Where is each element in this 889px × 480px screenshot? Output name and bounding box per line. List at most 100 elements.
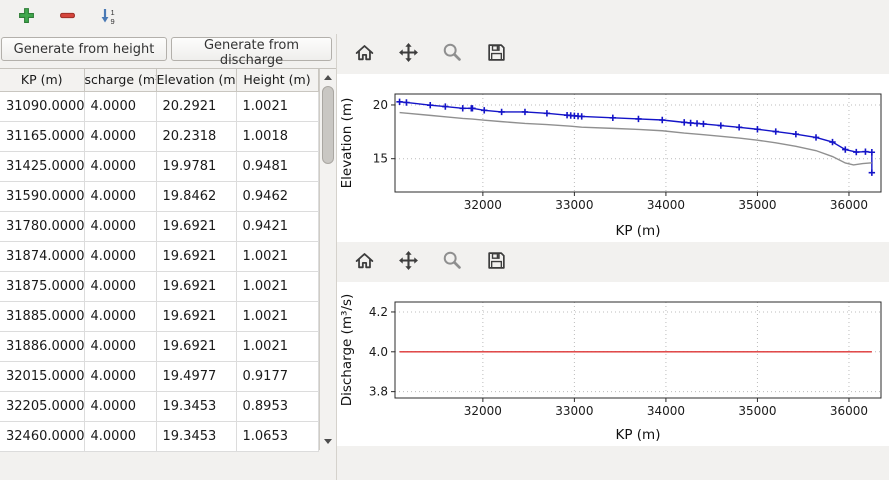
table-cell[interactable]: 19.6921 <box>156 301 237 332</box>
svg-text:KP (m): KP (m) <box>616 223 661 239</box>
table-cell[interactable]: 1.0021 <box>236 271 319 302</box>
table-cell[interactable]: 31886.0000 <box>0 331 85 362</box>
table-cell[interactable]: 1.0021 <box>236 331 319 362</box>
table-cell[interactable]: 4.0000 <box>84 151 157 182</box>
table-cell[interactable]: 4.0000 <box>84 361 157 392</box>
add-row-button[interactable] <box>14 5 38 29</box>
table-cell[interactable]: 0.8953 <box>236 391 319 422</box>
table-cell[interactable]: 4.0000 <box>84 121 157 152</box>
table-cell[interactable]: 1.0653 <box>236 421 319 452</box>
table-cell[interactable]: 19.9781 <box>156 151 237 182</box>
remove-row-button[interactable] <box>55 5 79 29</box>
table-cell[interactable]: 32015.0000 <box>0 361 85 392</box>
generate-buttons-row: Generate from height Generate from disch… <box>0 34 336 68</box>
svg-text:34000: 34000 <box>647 404 685 418</box>
save-icon <box>486 42 507 66</box>
table-cell[interactable]: 31590.0000 <box>0 181 85 212</box>
generate-from-height-button[interactable]: Generate from height <box>1 37 167 61</box>
table-cell[interactable]: 4.0000 <box>84 241 157 272</box>
table-cell[interactable]: 4.0000 <box>84 391 157 422</box>
plus-icon <box>18 7 35 27</box>
home-button[interactable] <box>351 41 377 67</box>
table-cell[interactable]: 0.9462 <box>236 181 319 212</box>
table-cell[interactable]: 19.6921 <box>156 331 237 362</box>
table-cell[interactable]: 4.0000 <box>84 301 157 332</box>
table-cell[interactable]: 4.0000 <box>84 91 157 122</box>
zoom-button[interactable] <box>439 41 465 67</box>
table-cell[interactable]: 19.6921 <box>156 211 237 242</box>
table-cell[interactable]: 1.0021 <box>236 301 319 332</box>
discharge-chart[interactable]: 32000 33000 34000 35000 36000 3.8 4.0 4.2 KP (m)… <box>337 282 889 446</box>
svg-text:33000: 33000 <box>555 404 593 418</box>
table-cell[interactable]: 31875.0000 <box>0 271 85 302</box>
table-row: 31590.0000 4.0000 19.8462 0.9462 <box>0 181 319 212</box>
pan-icon <box>398 42 419 66</box>
table-cell[interactable]: 1.0021 <box>236 241 319 272</box>
table-cell[interactable]: 19.6921 <box>156 241 237 272</box>
save-button[interactable] <box>483 41 509 67</box>
table-cell[interactable]: 0.9177 <box>236 361 319 392</box>
scrollbar-down-button[interactable] <box>320 434 336 449</box>
zoom-button[interactable] <box>439 249 465 275</box>
table-row: 31885.0000 4.0000 19.6921 1.0021 <box>0 301 319 332</box>
column-header-3[interactable]: Height (m) <box>236 69 319 92</box>
pan-button[interactable] <box>395 41 421 67</box>
table-cell[interactable]: 1.0021 <box>236 91 319 122</box>
svg-text:35000: 35000 <box>738 198 776 212</box>
home-icon <box>354 250 375 274</box>
column-header-1[interactable]: scharge (m³ <box>84 69 157 92</box>
table-cell[interactable]: 4.0000 <box>84 331 157 362</box>
table-cell[interactable]: 31874.0000 <box>0 241 85 272</box>
table-cell[interactable]: 32460.0000 <box>0 421 85 452</box>
svg-text:34000: 34000 <box>647 198 685 212</box>
table-cell[interactable]: 4.0000 <box>84 181 157 212</box>
table-cell[interactable]: 20.2921 <box>156 91 237 122</box>
sort-rows-button[interactable]: 1 9 <box>96 5 120 29</box>
generate-from-discharge-button[interactable]: Generate from discharge <box>171 37 332 68</box>
minus-icon <box>59 7 76 27</box>
column-header-2[interactable]: Elevation (m) <box>156 69 237 92</box>
table-cell[interactable]: 4.0000 <box>84 271 157 302</box>
table-cell[interactable]: 20.2318 <box>156 121 237 152</box>
table-cell[interactable]: 0.9481 <box>236 151 319 182</box>
svg-text:20: 20 <box>373 98 388 112</box>
svg-text:KP (m): KP (m) <box>616 427 661 443</box>
column-header-0[interactable]: KP (m) <box>0 69 85 92</box>
table-scrollbar[interactable] <box>319 69 336 450</box>
table-cell[interactable]: 19.3453 <box>156 421 237 452</box>
scrollbar-up-button[interactable] <box>320 70 336 85</box>
svg-text:35000: 35000 <box>738 404 776 418</box>
svg-text:Discharge (m³/s): Discharge (m³/s) <box>339 294 355 407</box>
table-row: 31875.0000 4.0000 19.6921 1.0021 <box>0 271 319 302</box>
svg-text:3.8: 3.8 <box>369 385 388 399</box>
pan-button[interactable] <box>395 249 421 275</box>
table-cell[interactable]: 31165.0000 <box>0 121 85 152</box>
table-row: 31090.0000 4.0000 20.2921 1.0021 <box>0 91 319 122</box>
save-button[interactable] <box>483 249 509 275</box>
table-cell[interactable]: 1.0018 <box>236 121 319 152</box>
table-cell[interactable]: 32205.0000 <box>0 391 85 422</box>
svg-text:Elevation (m): Elevation (m) <box>339 98 355 189</box>
table-cell[interactable]: 4.0000 <box>84 421 157 452</box>
svg-text:15: 15 <box>373 152 388 166</box>
table-cell[interactable]: 4.0000 <box>84 211 157 242</box>
table-cell[interactable]: 31885.0000 <box>0 301 85 332</box>
sort-numeric-icon: 1 9 <box>99 7 117 28</box>
table-cell[interactable]: 31425.0000 <box>0 151 85 182</box>
table-cell[interactable]: 31780.0000 <box>0 211 85 242</box>
table-cell[interactable]: 0.9421 <box>236 211 319 242</box>
table-row: 32460.0000 4.0000 19.3453 1.0653 <box>0 421 319 452</box>
table-cell[interactable]: 19.8462 <box>156 181 237 212</box>
table-cell[interactable]: 19.4977 <box>156 361 237 392</box>
home-button[interactable] <box>351 249 377 275</box>
table-cell[interactable]: 19.3453 <box>156 391 237 422</box>
svg-text:36000: 36000 <box>830 198 868 212</box>
scrollbar-thumb[interactable] <box>322 86 334 164</box>
table-row: 31165.0000 4.0000 20.2318 1.0018 <box>0 121 319 152</box>
svg-text:33000: 33000 <box>555 198 593 212</box>
table-cell[interactable]: 19.6921 <box>156 271 237 302</box>
table-cell[interactable]: 31090.0000 <box>0 91 85 122</box>
elevation-chart[interactable]: 32000 33000 34000 35000 36000 15 20 KP (m) Eleva… <box>337 74 889 242</box>
right-panel: 32000 33000 34000 35000 36000 15 20 KP (m) Eleva… <box>336 34 889 480</box>
